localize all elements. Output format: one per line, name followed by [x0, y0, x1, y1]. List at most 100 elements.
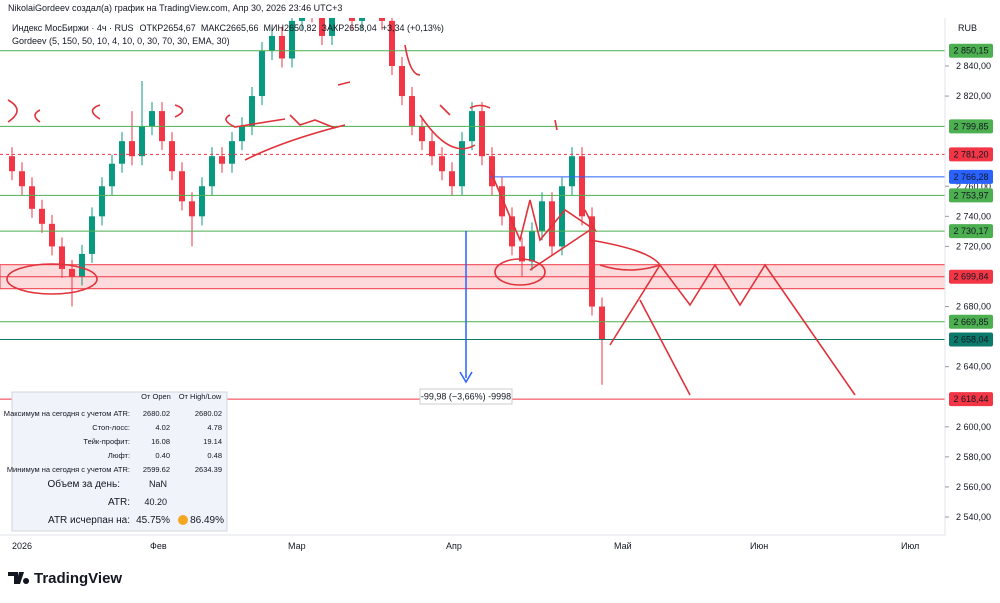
row-hl: 0.48	[207, 451, 222, 460]
atr-table: От Open От High/Low Максимум на сегодня …	[4, 391, 228, 532]
level-label: 2 618,44	[953, 394, 988, 404]
price-tick-label: 2 580,00	[956, 452, 991, 462]
candle-body	[269, 35, 275, 51]
candle-body	[59, 246, 65, 269]
candle-body	[359, 18, 365, 21]
candle-body	[179, 171, 185, 202]
ohlc-value: 2650,82	[284, 23, 317, 33]
candle-body	[39, 208, 45, 224]
candle-body	[279, 35, 285, 59]
candle-body	[569, 156, 575, 187]
row-label: Стоп-лосс:	[92, 423, 130, 432]
candle-body	[169, 141, 175, 172]
exhausted-label: ATR исчерпан на:	[48, 515, 130, 526]
candle-body	[539, 201, 545, 232]
ohlc-value: 2654,67	[163, 23, 196, 33]
candle-body	[419, 126, 425, 142]
level-label-box	[949, 43, 993, 58]
candle-body	[19, 171, 25, 187]
level-label-box	[949, 147, 993, 162]
level-label: 2 781,20	[953, 149, 988, 159]
row-label: Максимум на сегодня с учетом ATR:	[4, 409, 130, 418]
volume-value: NaN	[149, 479, 167, 489]
candle-body	[29, 186, 35, 209]
price-tick-label: 2 560,00	[956, 482, 991, 492]
row-open: 2680.02	[143, 409, 170, 418]
candle-body	[139, 126, 145, 157]
ohlc-label: МАКС	[201, 23, 227, 33]
level-label-box	[949, 269, 993, 284]
candle-body	[389, 20, 395, 66]
candle-body	[439, 156, 445, 172]
level-label: 2 766,28	[953, 172, 988, 182]
time-label: 2026	[12, 541, 32, 551]
candle-body	[499, 186, 505, 217]
row-open: 4.02	[155, 423, 170, 432]
candle-body	[379, 18, 385, 21]
candle-body	[209, 156, 215, 187]
candle-body	[129, 141, 135, 157]
candle-body	[69, 268, 75, 277]
candle-body	[9, 156, 15, 172]
col-header: От High/Low	[179, 392, 222, 401]
logo-icon	[8, 572, 30, 584]
hand-icon	[178, 515, 188, 525]
candle-body	[109, 163, 115, 187]
row-open: 16.08	[151, 437, 170, 446]
candle-body	[149, 111, 155, 127]
ohlc-label: ОТКР	[140, 23, 164, 33]
candle-body	[459, 141, 465, 187]
price-tick-label: 2 740,00	[956, 211, 991, 221]
level-label-box	[949, 224, 993, 239]
exhausted-open: 45.75%	[136, 515, 170, 526]
candle-body	[599, 306, 605, 340]
time-label: Июл	[901, 541, 919, 551]
level-label: 2 699,84	[953, 272, 988, 282]
atr-label: ATR:	[108, 497, 130, 508]
logo-text: TradingView	[34, 570, 122, 587]
price-tick-label: 2 820,00	[956, 91, 991, 101]
change: +3,34 (+0,13%)	[382, 23, 444, 33]
candle-body	[429, 141, 435, 157]
candle-body	[219, 156, 225, 164]
ohlc-label: МИН	[264, 23, 284, 33]
indicator: Gordeev (5, 150, 50, 10, 4, 10, 0, 30, 7…	[12, 36, 230, 46]
ohlc-label: ЗАКР	[322, 23, 345, 33]
level-label: 2 669,85	[953, 317, 988, 327]
candle-body	[119, 141, 125, 164]
currency: RUB	[958, 23, 977, 33]
row-open: 0.40	[155, 451, 170, 460]
level-label-box	[949, 188, 993, 203]
symbol: Индекс МосБиржи · 4ч · RUS	[12, 23, 134, 33]
price-tick-label: 2 600,00	[956, 422, 991, 432]
plot	[0, 18, 945, 400]
level-label: 2 753,97	[953, 190, 988, 200]
hand-drawings	[6, 44, 856, 396]
candle-body	[229, 141, 235, 164]
time-label: Мар	[288, 541, 306, 551]
level-label-box	[949, 392, 993, 407]
candle-body	[399, 66, 405, 97]
atr-table-box	[11, 391, 228, 532]
level-label: 2 850,15	[953, 46, 988, 56]
price-tick-label: 2 760,00	[956, 181, 991, 191]
row-label: Минимум на сегодня с учетом ATR:	[7, 465, 130, 474]
candle-body	[319, 18, 325, 36]
candle-body	[529, 231, 535, 262]
time-label: Июн	[750, 541, 768, 551]
level-label: 2 658,04	[953, 335, 988, 345]
candle-body	[199, 186, 205, 217]
candle-body	[329, 18, 335, 36]
candle-body	[49, 223, 55, 247]
row-hl: 19.14	[203, 437, 222, 446]
row-hl: 2634.39	[195, 465, 222, 474]
price-tick-label: 2 840,00	[956, 61, 991, 71]
level-label: 2 730,17	[953, 226, 988, 236]
measure-label: -99,98 (−3,66%) -9998	[421, 391, 511, 401]
level-label-box	[949, 119, 993, 134]
author-line: NikolaiGordeev создал(а) график на Tradi…	[8, 3, 342, 13]
level-label-box	[949, 169, 993, 184]
time-label: Май	[614, 541, 632, 551]
candle-body	[239, 126, 245, 142]
candle-body	[349, 18, 355, 21]
